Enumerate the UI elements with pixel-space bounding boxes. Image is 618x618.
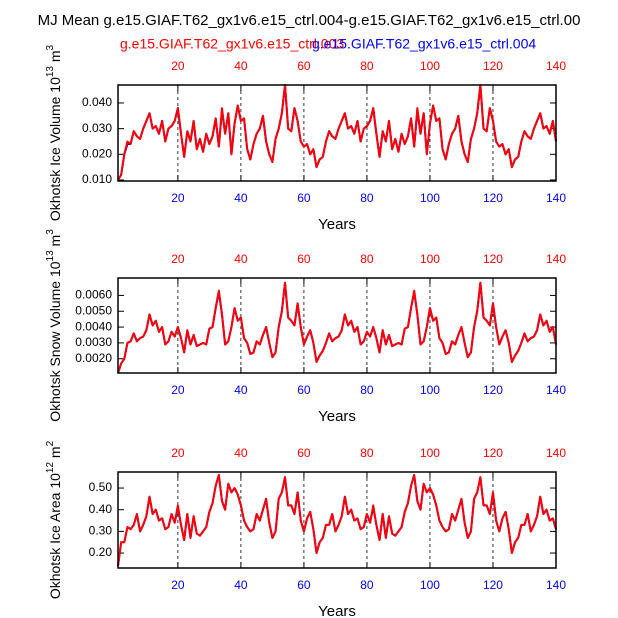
x-tick-label-top: 40 <box>234 252 248 266</box>
y-axis-label-unit: m <box>47 235 63 251</box>
x-tick-label-bottom: 100 <box>420 578 440 592</box>
series-line <box>117 474 557 567</box>
x-tick-label-bottom: 120 <box>483 578 503 592</box>
series-line <box>117 474 557 567</box>
x-tick-label-bottom: 60 <box>297 191 311 205</box>
x-tick-label-bottom: 60 <box>297 578 311 592</box>
y-axis-label-unit-exp: 3 <box>45 229 56 235</box>
plot-frame <box>117 84 557 182</box>
y-tick-label: 0.0040 <box>75 319 112 333</box>
y-tick-label: 0.0060 <box>75 288 112 302</box>
x-tick-label-bottom: 140 <box>546 191 566 205</box>
series-line <box>117 84 557 181</box>
chart-title: MJ Mean g.e15.GIAF.T62_gx1v6.e15_ctrl.00… <box>38 12 581 29</box>
y-axis-label-text: Okhotsk Ice Volume 10 <box>47 77 63 221</box>
x-tick-label-top: 80 <box>360 446 374 460</box>
y-tick-label: 0.030 <box>82 121 112 135</box>
y-tick-label: 0.0050 <box>75 303 112 317</box>
y-axis-label-exp: 13 <box>45 250 56 262</box>
series-line <box>117 281 557 374</box>
y-tick-label: 0.020 <box>82 146 112 160</box>
x-tick-label-top: 100 <box>420 59 440 73</box>
y-tick-label: 0.010 <box>82 172 112 186</box>
x-tick-label-top: 140 <box>546 446 566 460</box>
y-tick-label: 0.0020 <box>75 351 112 365</box>
x-tick-label-top: 80 <box>360 252 374 266</box>
x-tick-label-top: 140 <box>546 59 566 73</box>
x-tick-label-bottom: 60 <box>297 383 311 397</box>
plot-frame <box>117 471 557 569</box>
y-axis-label-exp: 12 <box>45 462 56 474</box>
x-tick-label-bottom: 20 <box>171 191 185 205</box>
x-tick-label-top: 40 <box>234 446 248 460</box>
x-tick-label-bottom: 40 <box>234 191 248 205</box>
x-tick-label-bottom: 80 <box>360 191 374 205</box>
y-tick-label: 0.40 <box>89 502 113 516</box>
x-tick-label-bottom: 140 <box>546 578 566 592</box>
y-axis-label-text: Okhotsk Ice Area 10 <box>47 473 63 599</box>
y-axis-label-unit: m <box>47 50 63 66</box>
x-tick-label-bottom: 40 <box>234 383 248 397</box>
x-tick-label-bottom: 20 <box>171 383 185 397</box>
x-tick-label-top: 20 <box>171 252 185 266</box>
y-tick-label: 0.20 <box>89 545 113 559</box>
x-tick-label-top: 20 <box>171 446 185 460</box>
y-axis-label: Okhotsk Ice Volume 1013 m3 <box>45 44 63 221</box>
x-tick-label-bottom: 120 <box>483 191 503 205</box>
y-axis-label: Okhotsk Snow Volume 1013 m3 <box>45 229 63 422</box>
x-tick-label-bottom: 80 <box>360 383 374 397</box>
legend-entry: g.e15.GIAF.T62_gx1v6.e15_ctrl.004 <box>312 36 536 52</box>
x-tick-label-top: 120 <box>483 252 503 266</box>
y-tick-label: 0.040 <box>82 95 112 109</box>
series-line <box>117 281 557 374</box>
x-tick-label-top: 120 <box>483 446 503 460</box>
y-tick-label: 0.0030 <box>75 335 112 349</box>
x-tick-label-bottom: 140 <box>546 383 566 397</box>
x-axis-label: Years <box>318 603 356 618</box>
y-tick-label: 0.50 <box>89 480 113 494</box>
x-axis-label: Years <box>318 408 356 425</box>
y-axis-label-exp: 13 <box>45 66 56 78</box>
y-axis-label-text: Okhotsk Snow Volume 10 <box>47 261 63 422</box>
y-axis-label-unit-exp: 3 <box>45 44 56 50</box>
y-tick-label: 0.30 <box>89 524 113 538</box>
x-tick-label-bottom: 40 <box>234 578 248 592</box>
x-tick-label-bottom: 80 <box>360 578 374 592</box>
x-tick-label-top: 60 <box>297 59 311 73</box>
y-axis-label-unit: m <box>47 446 63 462</box>
x-tick-label-bottom: 100 <box>420 191 440 205</box>
x-tick-label-top: 40 <box>234 59 248 73</box>
y-axis-label: Okhotsk Ice Area 1012 m2 <box>45 440 63 599</box>
x-tick-label-top: 80 <box>360 59 374 73</box>
x-axis-label: Years <box>318 216 356 233</box>
x-tick-label-top: 60 <box>297 252 311 266</box>
x-tick-label-top: 140 <box>546 252 566 266</box>
y-axis-label-unit-exp: 2 <box>45 440 56 446</box>
x-tick-label-top: 20 <box>171 59 185 73</box>
x-tick-label-top: 100 <box>420 252 440 266</box>
x-tick-label-top: 60 <box>297 446 311 460</box>
x-tick-label-bottom: 20 <box>171 578 185 592</box>
plot-frame <box>117 277 557 374</box>
x-tick-label-bottom: 100 <box>420 383 440 397</box>
x-tick-label-top: 100 <box>420 446 440 460</box>
legend-entry: g.e15.GIAF.T62_gx1v6.e15_ctrl.003 <box>120 36 344 52</box>
x-tick-label-bottom: 120 <box>483 383 503 397</box>
x-tick-label-top: 120 <box>483 59 503 73</box>
